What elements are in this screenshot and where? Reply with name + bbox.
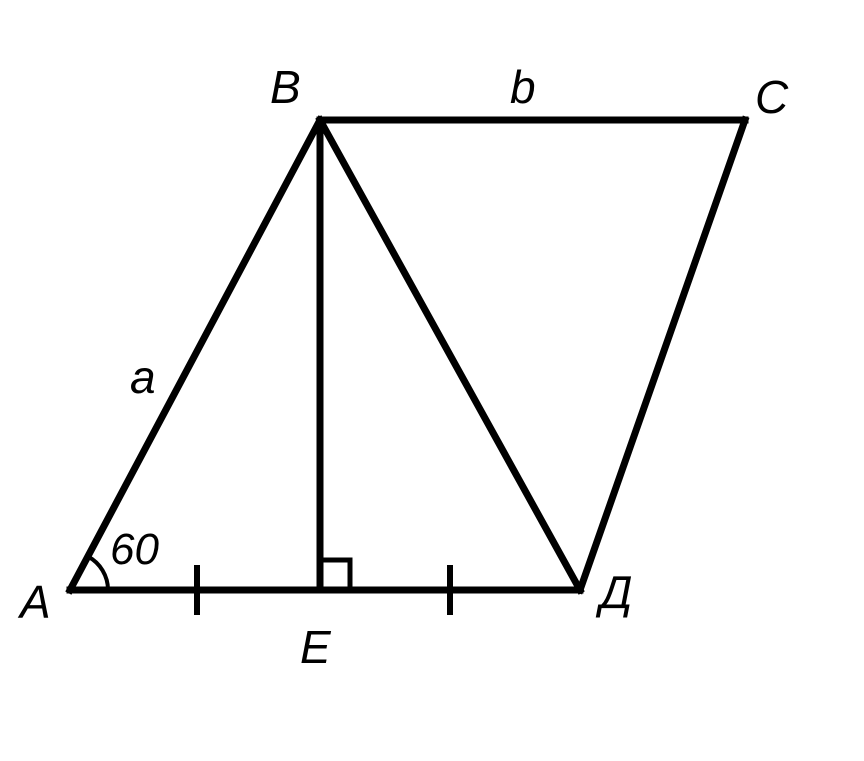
edge-C-D (580, 120, 745, 590)
vertex-label-C: C (755, 70, 788, 124)
angle-arc (88, 556, 108, 590)
point-label-E: E (300, 620, 331, 674)
vertex-label-A: A (20, 575, 51, 629)
angle-label-60: 60 (110, 525, 159, 575)
side-label-b: b (510, 60, 536, 114)
vertex-label-D: Д (600, 565, 632, 619)
geometry-diagram: A B C Д Ea b 60 (0, 0, 864, 756)
right-angle-marker (320, 560, 350, 590)
edge-B-D (320, 120, 580, 590)
side-label-a: a (130, 350, 156, 404)
vertex-label-B: B (270, 60, 301, 114)
edge-A-B (70, 120, 320, 590)
